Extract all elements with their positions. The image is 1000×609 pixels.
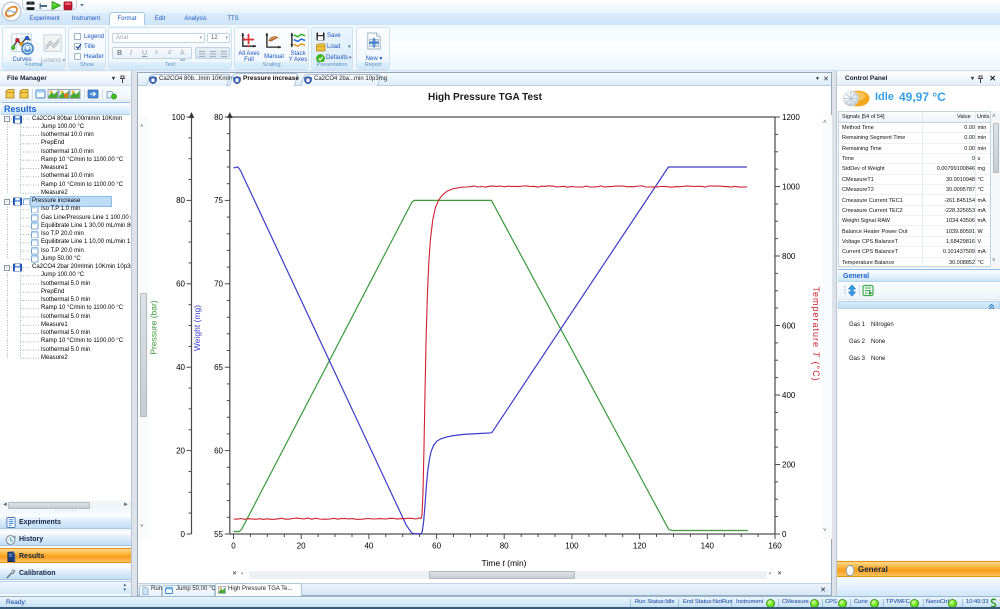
svg-text:200: 200 — [782, 460, 796, 469]
svg-text:Time t (min): Time t (min) — [481, 558, 526, 568]
svg-text:40: 40 — [364, 542, 373, 551]
svg-text:400: 400 — [782, 391, 796, 400]
svg-text:120: 120 — [633, 542, 647, 551]
svg-text:100: 100 — [172, 113, 186, 122]
svg-text:20: 20 — [297, 542, 306, 551]
svg-text:Temperature T (°C): Temperature T (°C) — [811, 286, 821, 381]
svg-text:0: 0 — [181, 530, 186, 539]
svg-text:600: 600 — [782, 321, 796, 330]
svg-text:70: 70 — [214, 280, 223, 289]
svg-text:1200: 1200 — [782, 113, 800, 122]
svg-text:60: 60 — [176, 280, 185, 289]
svg-text:800: 800 — [782, 252, 796, 261]
svg-text:80: 80 — [500, 542, 509, 551]
svg-text:100: 100 — [565, 542, 579, 551]
svg-text:Weight (mg): Weight (mg) — [192, 305, 202, 351]
svg-text:60: 60 — [214, 446, 223, 455]
svg-text:80: 80 — [214, 113, 223, 122]
svg-text:60: 60 — [432, 542, 441, 551]
svg-text:20: 20 — [176, 446, 185, 455]
svg-text:55: 55 — [214, 530, 223, 539]
svg-text:Pressure (bar): Pressure (bar) — [149, 300, 159, 354]
svg-text:1000: 1000 — [782, 182, 800, 191]
svg-text:65: 65 — [214, 363, 223, 372]
svg-text:0: 0 — [231, 542, 236, 551]
svg-text:80: 80 — [176, 196, 185, 205]
svg-text:140: 140 — [701, 542, 715, 551]
svg-text:0: 0 — [782, 530, 787, 539]
svg-text:High Pressure TGA Test: High Pressure TGA Test — [428, 92, 543, 103]
svg-text:40: 40 — [176, 363, 185, 372]
svg-text:160: 160 — [768, 542, 782, 551]
svg-text:75: 75 — [214, 196, 223, 205]
